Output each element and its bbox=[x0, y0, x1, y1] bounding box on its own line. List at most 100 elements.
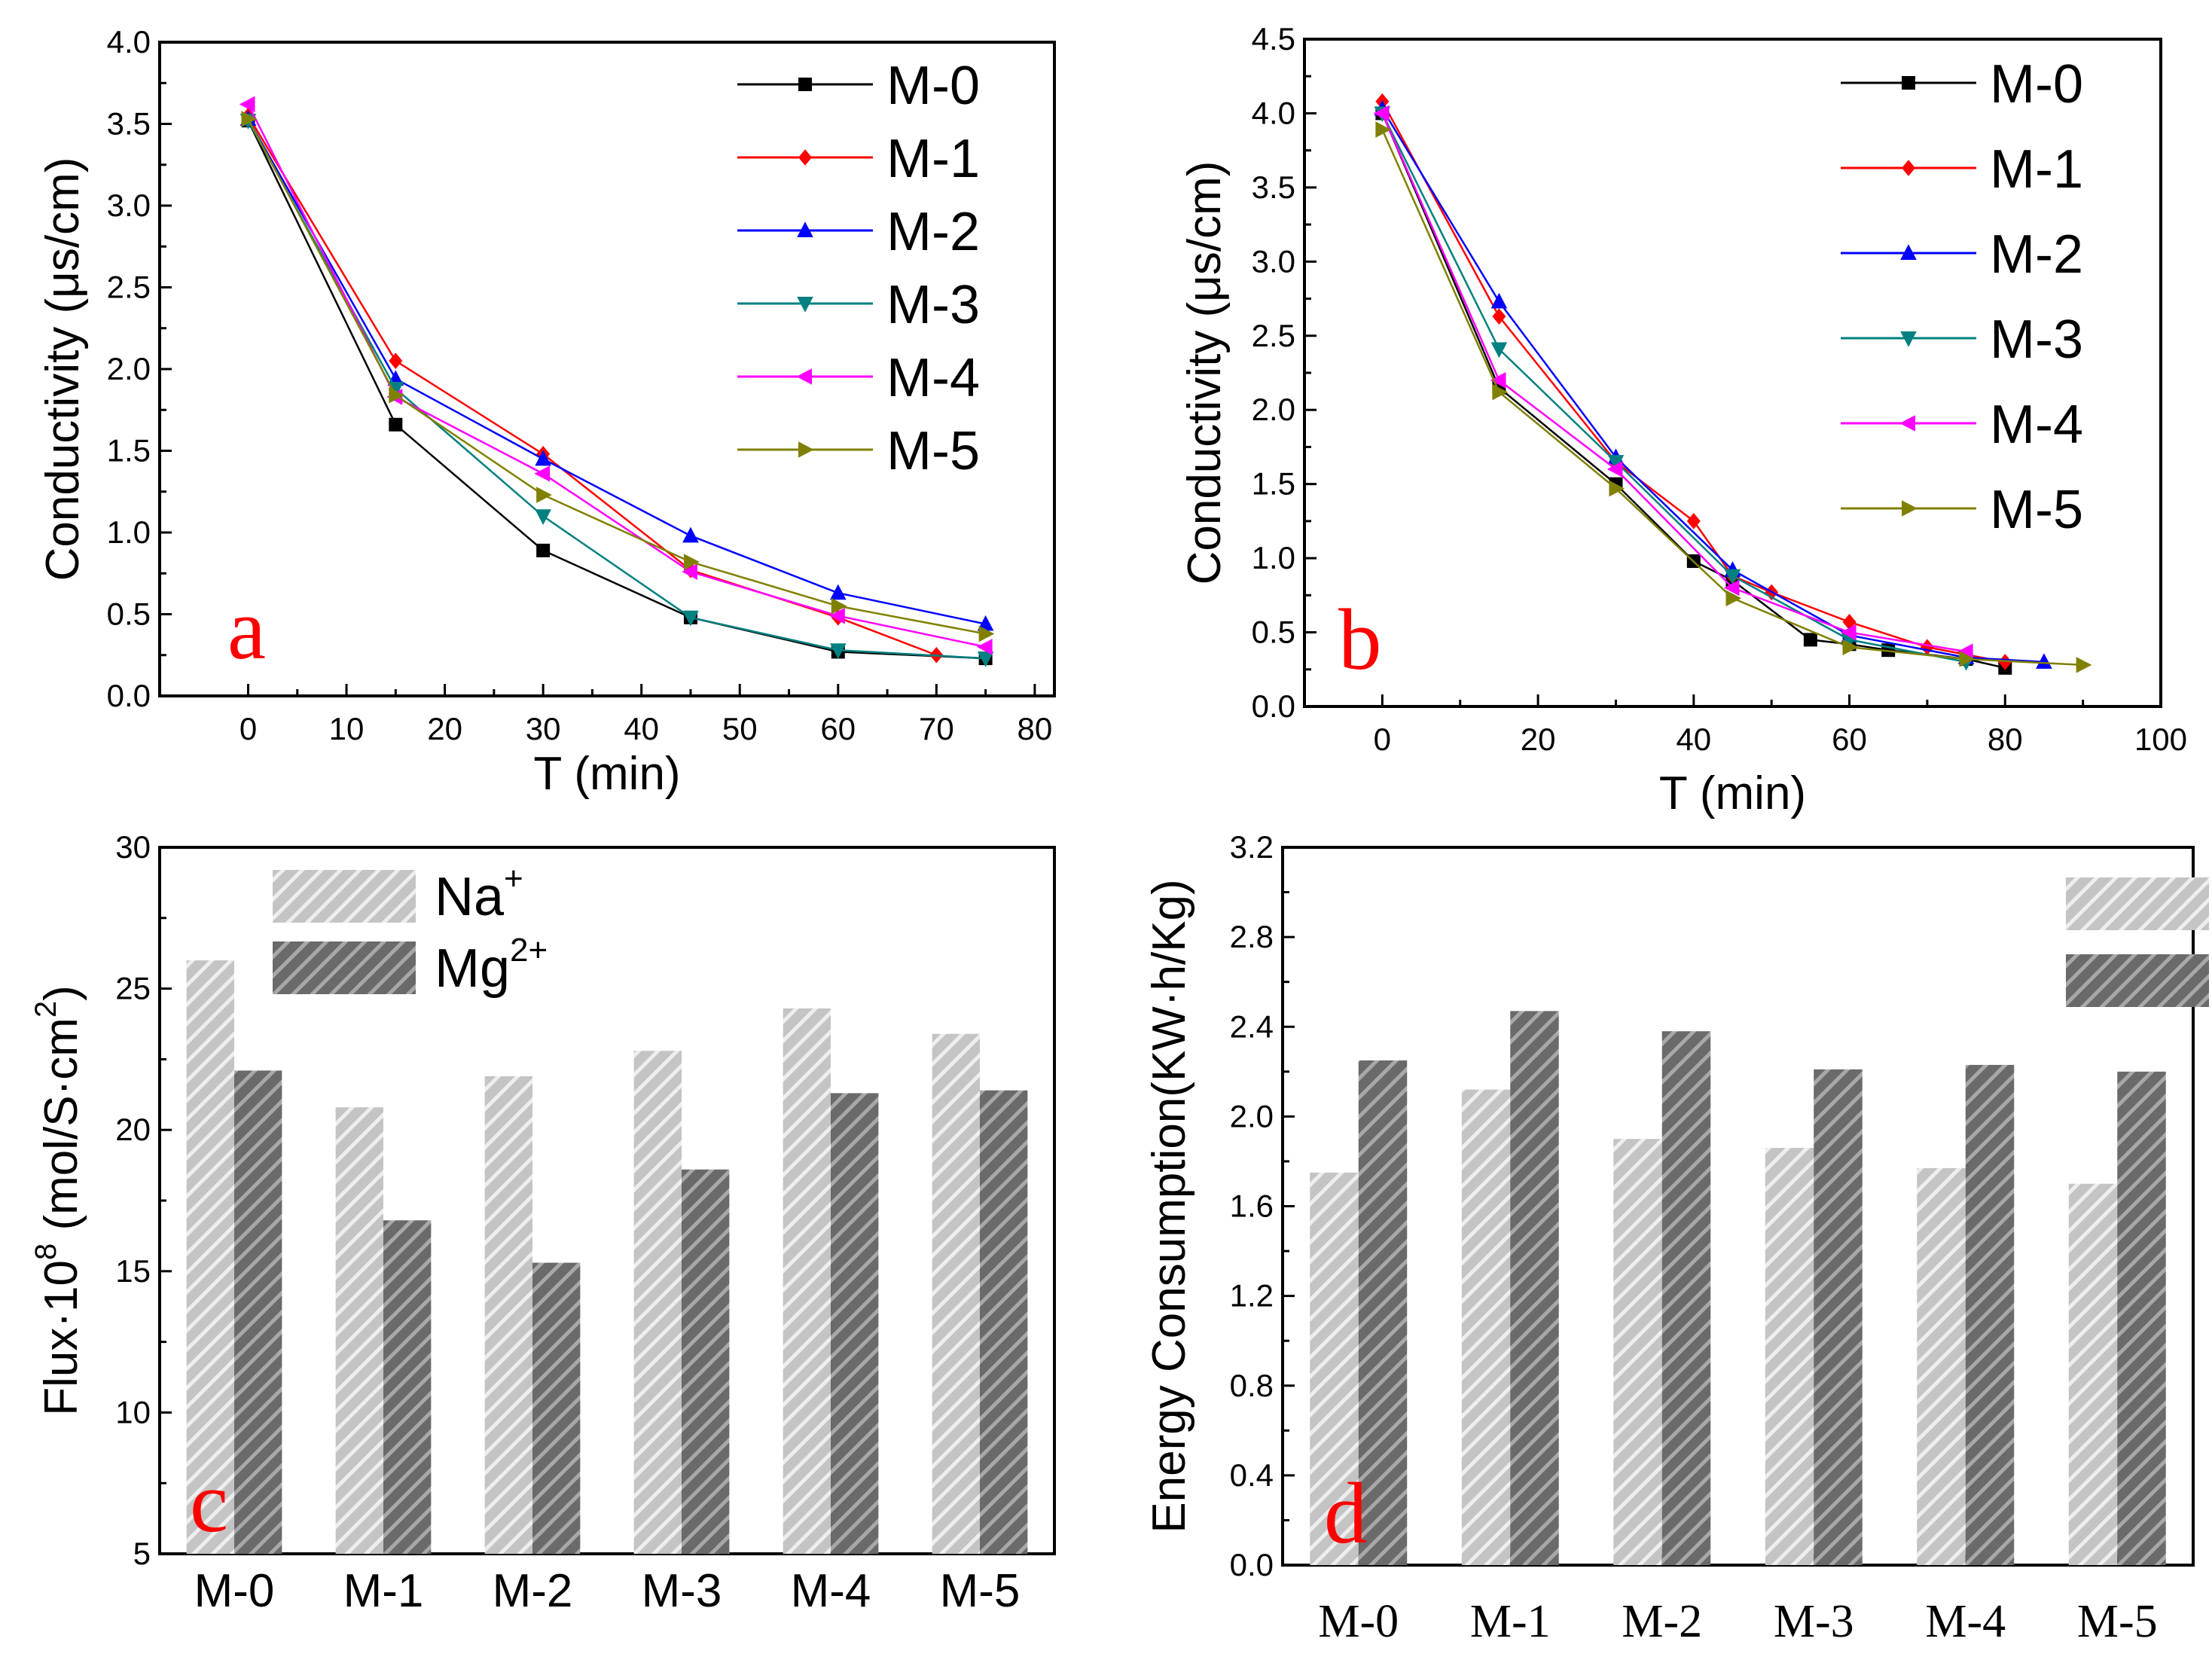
y-tick-label: 2.0 bbox=[1230, 1098, 1274, 1134]
x-tick-label: 80 bbox=[1988, 722, 2023, 757]
ylabel-part: Flux·10 bbox=[35, 1260, 87, 1416]
y-tick-label: 30 bbox=[115, 829, 151, 865]
series-M-0 bbox=[1375, 106, 2012, 675]
bar-MgCl2 bbox=[1661, 1031, 1711, 1565]
data-point bbox=[1492, 308, 1506, 325]
series-line bbox=[1381, 112, 2006, 670]
x-tick-label: 80 bbox=[1018, 711, 1053, 746]
legend-label: M-0 bbox=[886, 56, 980, 116]
legend-marker bbox=[798, 149, 812, 166]
x-tick-label: 40 bbox=[624, 711, 659, 746]
data-point bbox=[389, 352, 403, 369]
series-line bbox=[1381, 101, 2006, 664]
panel-a: 0.0 0.5 1.0 1.5 2.0 2.5 3.0 3.5 4.0 0 10 20 30 40 50 60… bbox=[37, 24, 1056, 800]
legend-label: M-2 bbox=[1990, 224, 2083, 285]
x-tick-label: 60 bbox=[820, 711, 856, 746]
data-point bbox=[976, 639, 993, 655]
category-label: M-0 bbox=[194, 1565, 275, 1617]
data-point bbox=[1998, 654, 2012, 670]
legend-text: Mg bbox=[435, 938, 510, 999]
y-tick-label: 3.2 bbox=[1230, 829, 1274, 865]
category-label: M-4 bbox=[791, 1565, 871, 1617]
y-tick-label: 0.0 bbox=[107, 678, 151, 713]
y-tick-label: 2.4 bbox=[1230, 1009, 1274, 1044]
legend-marker bbox=[1899, 415, 1915, 432]
panel-label: a bbox=[227, 581, 266, 677]
bar-Mg2+ bbox=[532, 1262, 581, 1554]
data-point bbox=[1492, 383, 1509, 401]
data-point bbox=[977, 615, 994, 631]
y-tick-label: 25 bbox=[115, 971, 151, 1006]
legend-swatch bbox=[2066, 954, 2209, 1007]
legend-marker bbox=[797, 297, 813, 313]
series-M-2 bbox=[1374, 99, 2052, 669]
legend-label: M-1 bbox=[1990, 139, 2083, 200]
y-tick-label: 20 bbox=[115, 1112, 151, 1147]
panel-label: c bbox=[190, 1454, 228, 1550]
legend-swatch bbox=[2066, 877, 2209, 930]
series-M-3 bbox=[240, 114, 994, 667]
category-label: M-2 bbox=[493, 1565, 573, 1617]
data-point bbox=[536, 543, 551, 557]
legend-label: Na+ bbox=[435, 860, 523, 927]
bar-Na+ bbox=[783, 1008, 831, 1554]
data-point bbox=[1725, 590, 1742, 607]
data-point bbox=[239, 96, 255, 113]
legend-superscript: 2+ bbox=[510, 932, 548, 969]
panel-label: b bbox=[1338, 592, 1382, 688]
panel-d: 0.0 0.4 0.8 1.2 1.6 2.0 2.4 2.8 3.2 M-0 M-1 M-2 M-3 M… bbox=[1143, 829, 2209, 1647]
y-tick-label: 0.8 bbox=[1230, 1368, 1274, 1403]
legend-marker bbox=[1902, 160, 1915, 176]
data-point bbox=[1607, 455, 1625, 471]
series-M-5 bbox=[241, 111, 995, 642]
bar-MgCl2 bbox=[1358, 1060, 1408, 1565]
superscript: 2 bbox=[29, 1001, 63, 1018]
bar-Mg2+ bbox=[980, 1090, 1028, 1554]
legend-marker bbox=[1902, 76, 1915, 90]
y-axis-title: Energy Consumption(KW·h/Kg) bbox=[1143, 879, 1195, 1533]
x-tick-label: 20 bbox=[1521, 722, 1556, 757]
x-tick-label: 60 bbox=[1832, 722, 1867, 757]
panel-b: 0.0 0.5 1.0 1.5 2.0 2.5 3.0 3.5 4.0 4.5 0 20 40 60 80 1… bbox=[1179, 21, 2187, 819]
bar-Mg2+ bbox=[234, 1070, 282, 1554]
y-tick-label: 1.0 bbox=[1252, 540, 1295, 575]
x-tick-label: 10 bbox=[329, 711, 365, 746]
y-tick-label: 1.5 bbox=[107, 433, 151, 468]
series-line bbox=[247, 115, 937, 656]
y-tick-label: 0.5 bbox=[1252, 615, 1295, 650]
data-point bbox=[831, 597, 847, 615]
y-tick-label: 10 bbox=[115, 1394, 151, 1430]
data-point bbox=[829, 584, 847, 600]
bar-NaCl bbox=[1310, 1172, 1359, 1565]
legend-label: M-3 bbox=[886, 275, 980, 335]
y-tick-label: 0.4 bbox=[1230, 1457, 1274, 1493]
bar-MgCl2 bbox=[1965, 1064, 2015, 1565]
data-point bbox=[1606, 461, 1623, 478]
data-point bbox=[829, 607, 845, 624]
data-point bbox=[978, 625, 995, 642]
data-point bbox=[1957, 643, 1973, 660]
data-point bbox=[1490, 292, 1508, 309]
x-tick-label: 50 bbox=[722, 711, 758, 746]
bar-MgCl2 bbox=[1510, 1011, 1559, 1565]
y-tick-label: 4.0 bbox=[107, 24, 151, 60]
legend-label: M-0 bbox=[1990, 54, 2083, 114]
y-tick-label: 2.0 bbox=[107, 351, 151, 386]
bar-NaCl bbox=[1917, 1167, 1966, 1565]
legend-swatch bbox=[273, 870, 416, 923]
category-label: M-0 bbox=[1318, 1596, 1399, 1647]
category-label: M-4 bbox=[1925, 1596, 2006, 1647]
y-axis-title: Flux·108 (mol/S·cm2) bbox=[29, 985, 87, 1416]
y-tick-label: 0.0 bbox=[1230, 1547, 1274, 1582]
category-label: M-3 bbox=[642, 1565, 722, 1617]
series-line bbox=[247, 103, 986, 648]
series-line bbox=[1381, 112, 1966, 653]
bar-Na+ bbox=[633, 1051, 682, 1554]
legend-marker bbox=[798, 441, 814, 458]
series-line bbox=[247, 118, 986, 635]
series-line bbox=[1381, 112, 1966, 664]
y-tick-label: 1.0 bbox=[107, 514, 151, 550]
legend-marker bbox=[797, 221, 813, 237]
legend-marker bbox=[1900, 331, 1917, 347]
